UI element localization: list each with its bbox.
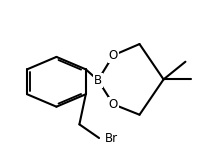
Text: O: O xyxy=(109,98,118,111)
Text: Br: Br xyxy=(104,132,118,145)
Text: B: B xyxy=(94,74,102,87)
Text: O: O xyxy=(109,49,118,62)
